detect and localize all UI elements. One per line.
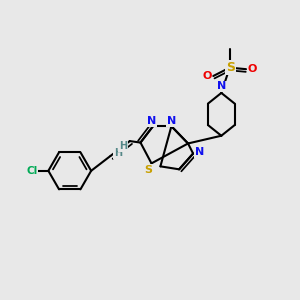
Text: N: N <box>167 116 177 126</box>
Text: H: H <box>119 141 127 152</box>
Text: O: O <box>202 71 212 81</box>
Text: O: O <box>248 64 257 74</box>
Text: S: S <box>145 165 152 175</box>
Text: N: N <box>217 81 226 92</box>
Text: S: S <box>226 61 235 74</box>
Text: N: N <box>195 147 204 157</box>
Text: N: N <box>147 116 156 126</box>
Text: Cl: Cl <box>26 166 38 176</box>
Text: H: H <box>114 148 122 158</box>
